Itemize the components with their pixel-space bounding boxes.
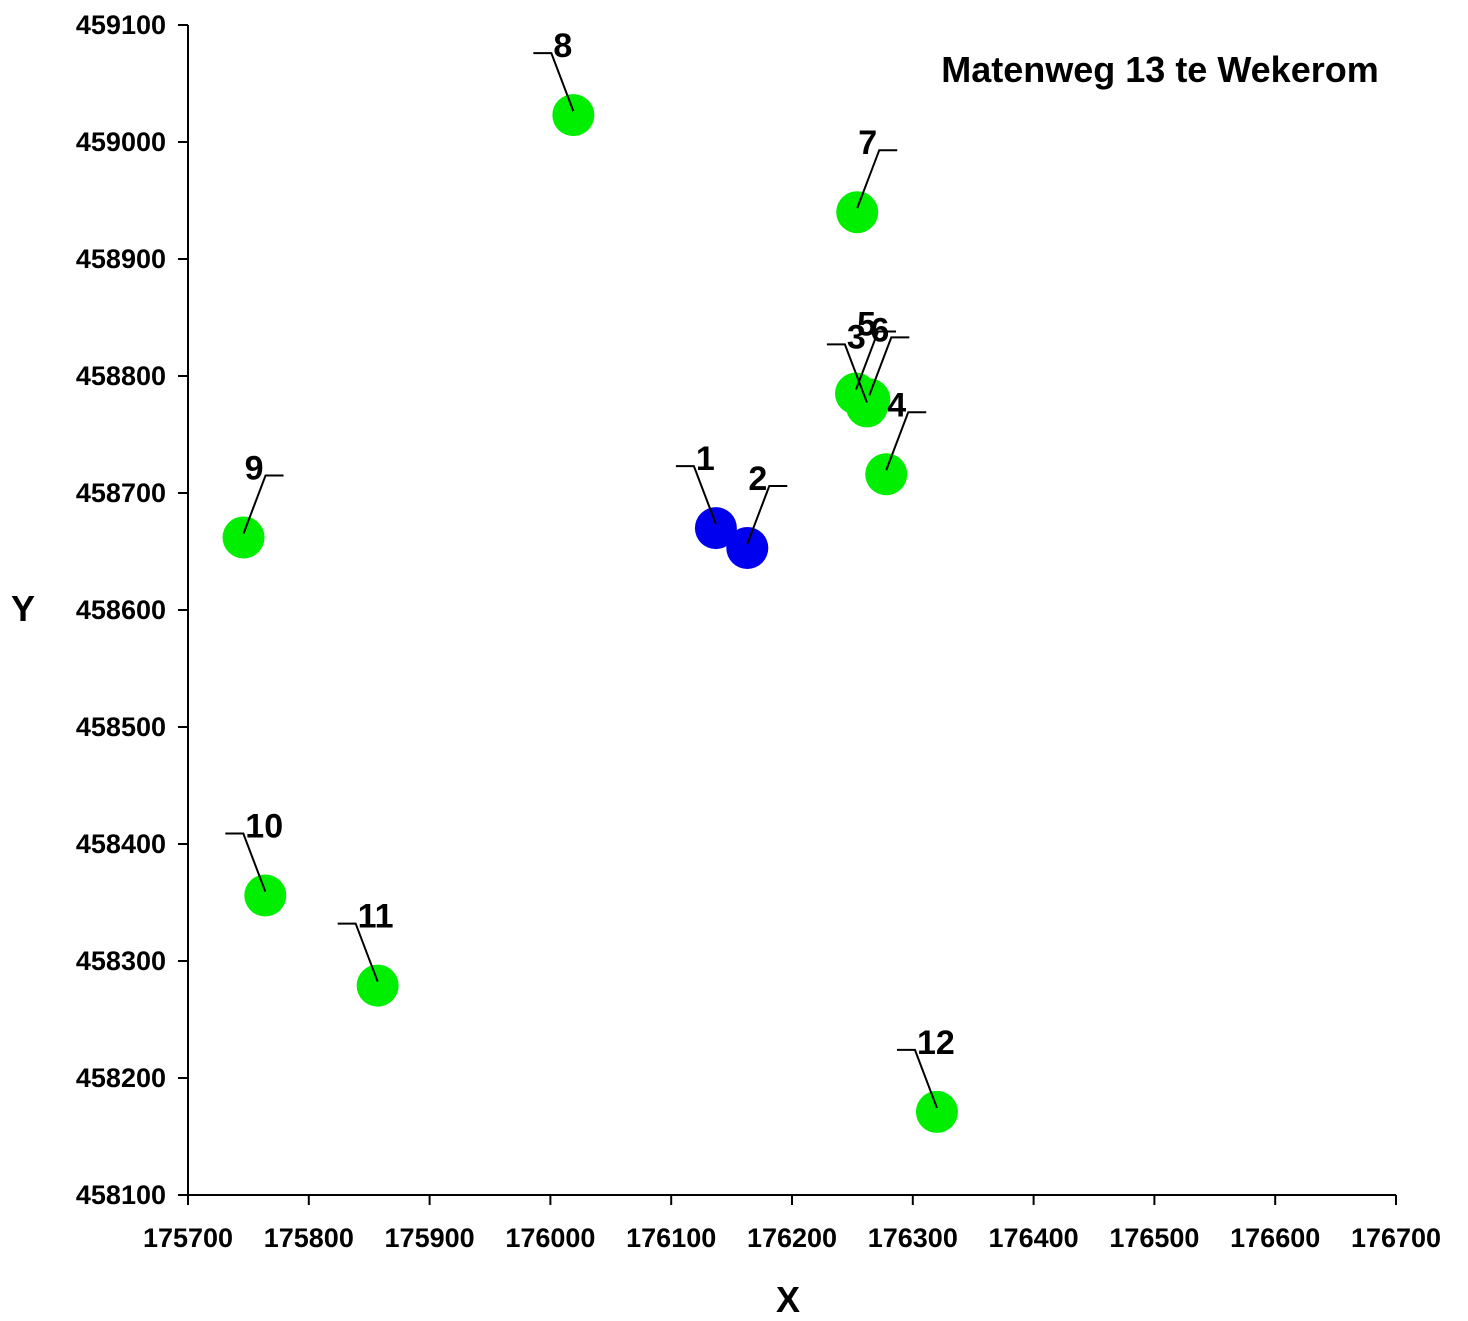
- x-tick-label: 175700: [143, 1223, 233, 1253]
- leader-line-5: [855, 330, 897, 390]
- data-point-4: [865, 453, 908, 496]
- leader-line-12: [896, 1048, 938, 1109]
- y-tick-label: 458200: [76, 1063, 166, 1093]
- y-tick-label: 459100: [76, 10, 166, 40]
- y-tick-label: 458300: [76, 946, 166, 976]
- x-axis-title: X: [776, 1279, 800, 1320]
- data-label-1: 1: [696, 440, 715, 478]
- data-point-1: [694, 507, 737, 550]
- chart-title: Matenweg 13 te Wekerom: [941, 49, 1378, 90]
- y-tick-label: 458600: [76, 595, 166, 625]
- y-tick-label: 458700: [76, 478, 166, 508]
- data-label-8: 8: [553, 27, 572, 65]
- axes: [187, 25, 1396, 1196]
- y-tick-label: 458800: [76, 361, 166, 391]
- data-label-12: 12: [917, 1024, 955, 1062]
- leader-line-3: [826, 343, 868, 403]
- data-points: [222, 94, 958, 1133]
- y-tick-label: 458100: [76, 1180, 166, 1210]
- data-label-5: 5: [857, 306, 876, 344]
- data-label-3: 3: [847, 318, 866, 356]
- data-point-6: [848, 378, 891, 421]
- y-tick-label: 458900: [76, 244, 166, 274]
- data-label-2: 2: [748, 460, 767, 498]
- x-tick-label: 176400: [989, 1223, 1079, 1253]
- data-label-7: 7: [858, 124, 877, 162]
- data-label-4: 4: [887, 386, 906, 424]
- x-tick-label: 176600: [1230, 1223, 1320, 1253]
- data-label-9: 9: [245, 449, 264, 487]
- x-tick-label: 176200: [747, 1223, 837, 1253]
- data-point-9: [222, 516, 265, 559]
- leader-line-4: [885, 411, 927, 471]
- data-point-10: [244, 874, 287, 917]
- x-tick-label: 176300: [868, 1223, 958, 1253]
- data-label-6: 6: [870, 311, 889, 349]
- leader-line-11: [337, 922, 379, 982]
- x-tick-label: 176500: [1109, 1223, 1199, 1253]
- axis-ticks: 175700 175800 175900 176000 176100 176200 1763…: [76, 10, 1441, 1253]
- leader-line-10: [225, 832, 267, 892]
- leader-line-2: [746, 484, 788, 545]
- x-tick-label: 176000: [505, 1223, 595, 1253]
- leader-line-8: [533, 52, 575, 112]
- x-tick-label: 175800: [264, 1223, 354, 1253]
- leader-line-1: [675, 465, 717, 525]
- x-tick-label: 175900: [385, 1223, 475, 1253]
- y-axis-title: Y: [11, 588, 35, 629]
- y-tick-label: 459000: [76, 127, 166, 157]
- data-point-12: [915, 1090, 958, 1133]
- data-point-11: [356, 964, 399, 1007]
- x-tick-label: 176100: [626, 1223, 716, 1253]
- data-point-8: [552, 94, 595, 137]
- data-point-2: [726, 526, 769, 569]
- data-label-10: 10: [245, 807, 283, 845]
- data-point-7: [836, 191, 879, 234]
- leader-line-7: [856, 149, 898, 209]
- x-tick-label: 176700: [1351, 1223, 1441, 1253]
- leader-line-9: [242, 474, 284, 534]
- y-tick-label: 458400: [76, 829, 166, 859]
- leader-line-6: [868, 336, 910, 396]
- y-tick-label: 458500: [76, 712, 166, 742]
- data-label-11: 11: [358, 898, 394, 936]
